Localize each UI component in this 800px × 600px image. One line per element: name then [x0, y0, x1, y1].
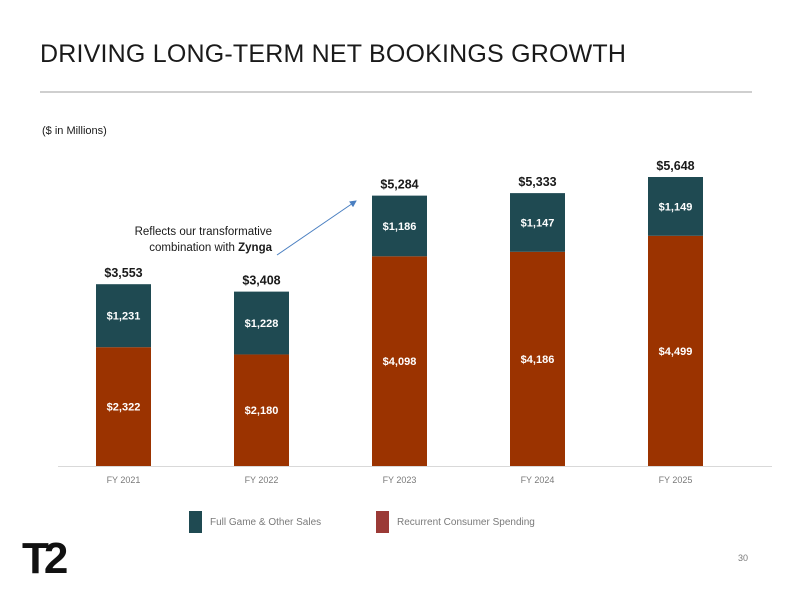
- bar-full-game-5: [648, 177, 703, 236]
- annotation-line-1: Reflects our transformative: [134, 226, 272, 238]
- total-label-3: $5,284: [380, 178, 418, 192]
- bar-recurrent-4: [510, 251, 565, 466]
- total-label-1: $3,553: [104, 266, 142, 280]
- page-title: DRIVING LONG-TERM NET BOOKINGS GROWTH: [40, 40, 627, 68]
- logo-text: T2: [22, 538, 67, 576]
- data-label-full-game-4: $1,147: [521, 217, 555, 229]
- legend-item-recurrent: Recurrent Consumer Spending: [376, 511, 535, 533]
- units-note: ($ in Millions): [42, 125, 107, 137]
- data-label-recurrent-4: $4,186: [521, 354, 555, 366]
- total-label-4: $5,333: [518, 175, 556, 189]
- annotation-arrow: [276, 200, 357, 256]
- data-label-full-game-2: $1,228: [245, 318, 279, 330]
- x-tick-label-5: FY 2025: [659, 475, 693, 485]
- page-number: 30: [738, 553, 749, 563]
- data-label-recurrent-3: $4,098: [383, 356, 417, 368]
- legend-item-full-game: Full Game & Other Sales: [189, 511, 321, 533]
- bar-full-game-2: [234, 291, 289, 355]
- zynga-annotation: Reflects our transformative combination …: [100, 224, 272, 256]
- annotation-line-2-prefix: combination with: [149, 242, 239, 254]
- data-label-recurrent-2: $2,180: [245, 405, 279, 417]
- bar-full-game-4: [510, 193, 565, 252]
- bar-recurrent-5: [648, 235, 703, 466]
- annotation-line-2-bold: Zynga: [238, 242, 272, 254]
- t2-logo: T2: [22, 538, 72, 576]
- x-tick-label-3: FY 2023: [383, 475, 417, 485]
- data-label-full-game-3: $1,186: [383, 221, 417, 233]
- bar-recurrent-1: [96, 347, 151, 466]
- data-label-recurrent-5: $4,499: [659, 346, 693, 358]
- legend-label-full-game: Full Game & Other Sales: [210, 516, 322, 528]
- legend-swatch-full-game: [189, 511, 202, 533]
- legend-label-recurrent: Recurrent Consumer Spending: [397, 516, 535, 528]
- total-label-5: $5,648: [656, 159, 694, 173]
- x-tick-label-1: FY 2021: [107, 475, 141, 485]
- bar-recurrent-3: [372, 256, 427, 466]
- x-tick-label-4: FY 2024: [521, 475, 555, 485]
- bar-recurrent-2: [234, 354, 289, 466]
- title-divider: [40, 91, 752, 93]
- data-label-full-game-1: $1,231: [107, 311, 141, 323]
- data-label-recurrent-1: $2,322: [107, 402, 141, 414]
- bar-full-game-3: [372, 195, 427, 257]
- bar-full-game-1: [96, 284, 151, 348]
- x-tick-label-2: FY 2022: [245, 475, 279, 485]
- legend-swatch-recurrent: [376, 511, 389, 533]
- total-label-2: $3,408: [242, 274, 280, 288]
- data-label-full-game-5: $1,149: [659, 201, 693, 213]
